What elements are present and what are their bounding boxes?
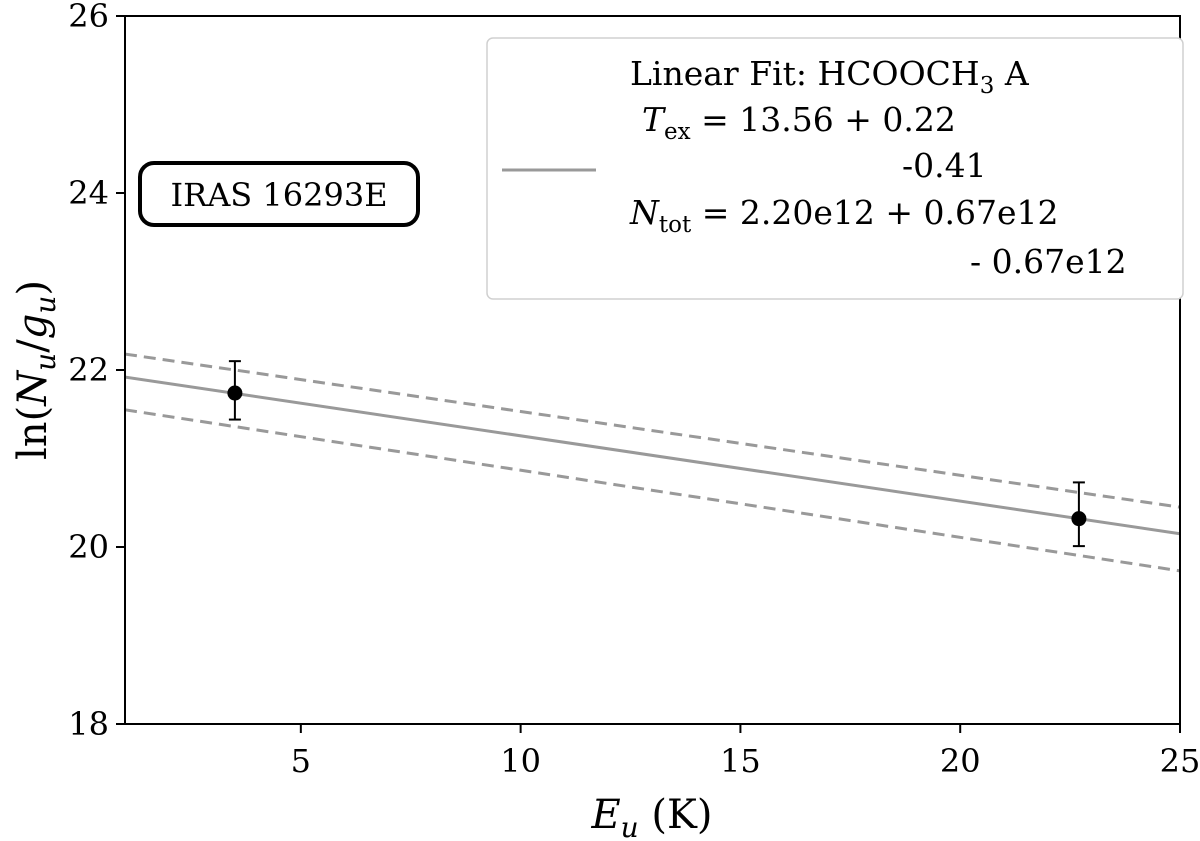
axis-ticks: 5 10 15 20 25 18 20 22 24 26 (68, 0, 1200, 780)
annotation-frame (138, 161, 420, 227)
x-tick-label-25: 25 (1160, 742, 1200, 780)
plot-lines (124, 352, 1181, 573)
data-point-1 (227, 385, 243, 401)
legend-ntot-line: Ntot = 2.20e12 + 0.67e12 (629, 193, 1058, 238)
legend-tex-minus: -0.41 (902, 146, 987, 185)
y-axis-label: ln(Nu/gu) (10, 280, 62, 460)
y-tick-label-22: 22 (68, 351, 109, 389)
annotation-label: IRAS 16293E (170, 176, 387, 214)
x-tick-label-5: 5 (291, 742, 311, 780)
y-tick-label-18: 18 (68, 705, 109, 743)
legend: Linear Fit: HCOOCH3 A Tex = 13.56 + 0.22… (486, 37, 1184, 300)
x-tick-label-10: 10 (500, 742, 541, 780)
x-axis-label: Eu (K) (590, 792, 712, 841)
plot-points (227, 360, 1087, 548)
lower-bound-line (124, 408, 1181, 573)
y-tick-label-24: 24 (68, 174, 109, 212)
y-tick-label-20: 20 (68, 528, 109, 566)
upper-bound-line (124, 352, 1181, 509)
legend-frame (486, 37, 1184, 300)
y-tick-label-26: 26 (68, 0, 109, 35)
data-point-2 (1071, 511, 1087, 527)
legend-ntot-minus: - 0.67e12 (970, 242, 1127, 281)
fit-line (124, 375, 1181, 536)
annotation-box: IRAS 16293E (138, 161, 420, 227)
legend-title: Linear Fit: HCOOCH3 A (630, 54, 1030, 99)
legend-tex-line: Tex = 13.56 + 0.22 (642, 100, 956, 145)
x-tick-label-20: 20 (940, 742, 981, 780)
x-tick-label-15: 15 (720, 742, 761, 780)
